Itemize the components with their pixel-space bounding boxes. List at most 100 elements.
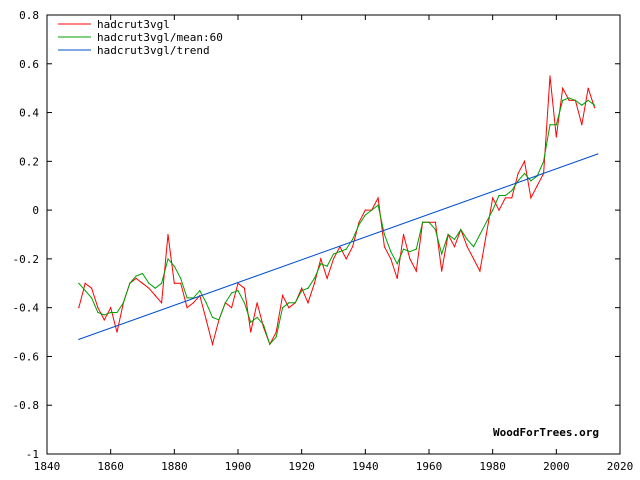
series-2-point — [352, 238, 354, 240]
series-1-point — [562, 87, 564, 89]
series-1-point — [492, 197, 494, 199]
series-2-point — [492, 209, 494, 211]
series-1-point — [186, 307, 188, 309]
y-tick-label: 0.2 — [19, 155, 39, 168]
series-2-point — [250, 321, 252, 323]
series-1-point — [441, 270, 443, 272]
series-2-point — [453, 238, 456, 240]
series-2-point — [173, 265, 175, 267]
legend-label: hadcrut3vgl/trend — [97, 44, 210, 57]
series-1-point — [307, 302, 309, 304]
series-2-point — [313, 277, 315, 279]
series-1-point — [396, 277, 398, 279]
series-1-point — [154, 294, 156, 297]
series-1-point — [90, 287, 93, 289]
axes-layer: 1840 1860 1880 1900 1920 1940 1960 1980 2000 2020… — [13, 9, 634, 473]
series-1-point — [581, 124, 583, 126]
series-2-point — [358, 224, 360, 226]
legend-label: hadcrut3vgl/mean:60 — [97, 31, 223, 44]
y-tick-label: -0.4 — [13, 302, 40, 315]
series-2-point — [371, 209, 373, 211]
series-2-point — [460, 229, 462, 231]
series-2-point — [511, 190, 513, 192]
series-2-point — [275, 336, 277, 338]
series-2-point — [167, 258, 169, 260]
x-tick-label: 1940 — [352, 460, 379, 473]
series-2-point — [288, 302, 290, 304]
series-layer — [78, 75, 599, 347]
series-2-point — [574, 99, 577, 101]
series-1-point — [288, 307, 290, 309]
series-1-point — [434, 221, 436, 223]
series-2-point — [364, 214, 366, 216]
series-1-point — [402, 233, 405, 236]
y-tick-label: -0.8 — [13, 399, 40, 412]
series-2-point — [581, 104, 583, 106]
x-tick-label: 1840 — [34, 460, 61, 473]
series-2-point — [504, 194, 506, 197]
legend: hadcrut3vglhadcrut3vgl/mean:60hadcrut3vg… — [58, 18, 223, 57]
series-2-point — [517, 180, 519, 182]
series-1-point — [173, 282, 175, 284]
series-2-point — [479, 233, 481, 236]
series-1-point — [97, 307, 99, 309]
series-2-point — [262, 324, 265, 326]
series-2-point — [224, 302, 226, 304]
series-1-point — [390, 258, 392, 260]
series-2-point — [269, 343, 271, 345]
y-tick-label: 0.8 — [19, 9, 39, 22]
series-1-point — [135, 277, 137, 279]
series-1-point — [517, 172, 519, 175]
series-2-point — [466, 238, 468, 240]
series-2-point — [568, 97, 570, 99]
x-tick-label: 2020 — [607, 460, 634, 473]
series-2-point — [593, 104, 596, 106]
y-tick-label: -1 — [26, 448, 39, 461]
series-2-point — [129, 282, 131, 284]
y-tick-label: 0.6 — [19, 58, 39, 71]
series-1-point — [78, 307, 80, 309]
series-1-point — [511, 197, 513, 199]
series-2-point — [543, 160, 545, 162]
series-1-point — [498, 209, 500, 211]
series-1-point — [345, 258, 347, 260]
series-2-point — [555, 124, 557, 126]
series-2-point — [237, 289, 239, 292]
series-2-point — [332, 253, 335, 255]
series-1-point — [250, 331, 252, 333]
series-1-point — [485, 233, 487, 236]
series-1-point — [116, 331, 118, 333]
series-1-point — [243, 287, 245, 289]
series-1-point — [148, 287, 150, 289]
series-2-point — [90, 297, 93, 299]
series-2-point — [415, 248, 417, 250]
series-1-point — [472, 258, 475, 260]
series-3-point — [78, 338, 80, 340]
series-1-point — [110, 307, 112, 309]
series-2-point — [148, 282, 150, 284]
series-2-point — [383, 233, 386, 236]
series-1-point — [313, 282, 315, 284]
series-1-point — [332, 258, 335, 260]
y-tick-label: 0.4 — [19, 107, 39, 120]
series-1-point — [231, 307, 233, 309]
series-1-point — [167, 233, 169, 236]
series-2-point — [447, 233, 449, 236]
series-1-point — [320, 258, 322, 260]
series-2-point — [243, 302, 245, 304]
series-2-point — [472, 246, 475, 248]
x-tick-label: 1900 — [225, 460, 252, 473]
series-2-point — [84, 289, 86, 292]
series-2-point — [211, 316, 214, 319]
x-tick-label: 2000 — [543, 460, 570, 473]
series-2-point — [434, 229, 436, 231]
series-1-point — [536, 185, 538, 187]
series-2-point — [97, 311, 99, 314]
series-1-point — [180, 282, 182, 284]
series-2-point — [396, 263, 398, 265]
series-1-point — [377, 197, 379, 199]
series-2-point — [78, 282, 80, 284]
series-2-point — [587, 99, 589, 101]
y-tick-label: -0.2 — [13, 253, 40, 266]
series-2-point — [530, 180, 532, 182]
